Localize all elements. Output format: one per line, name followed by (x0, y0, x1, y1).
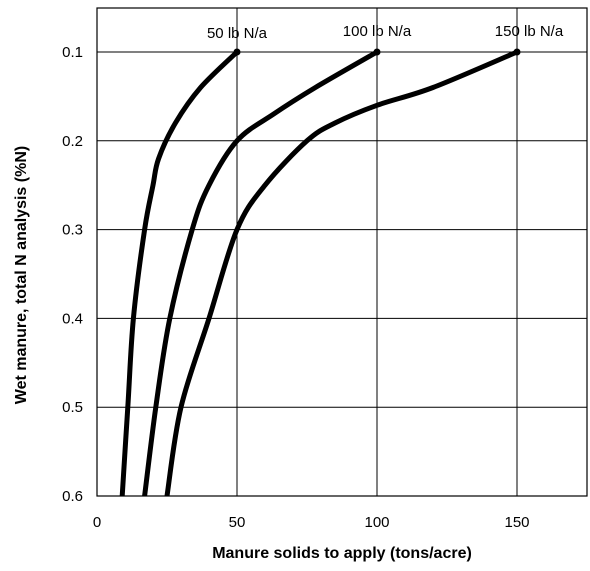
series-endpoint-3 (513, 48, 521, 56)
series-label-layer: 50 lb N/a 100 lb N/a 150 lb N/a (207, 23, 564, 42)
plot-frame (96, 7, 588, 497)
series-endpoint-2 (373, 48, 381, 56)
series-line-3 (164, 49, 518, 497)
curve-layer (119, 48, 521, 497)
x-tick-label: 150 (504, 514, 529, 531)
x-tick-label: 0 (93, 514, 101, 531)
y-tick-label: 0.2 (62, 133, 83, 150)
series-label-3: 150 lb N/a (495, 23, 564, 40)
y-tick-label: 0.6 (62, 488, 83, 505)
series-line-2 (142, 49, 379, 497)
series-label-2: 100 lb N/a (343, 23, 412, 40)
y-axis-label: Wet manure, total N analysis (%N) (13, 146, 30, 404)
tick-label-layer: 0 50 100 150 0.1 0.2 0.3 0.4 0.5 0.6 (62, 44, 529, 531)
y-tick-label: 0.5 (62, 399, 83, 416)
y-tick-label: 0.1 (62, 44, 83, 61)
x-tick-label: 100 (364, 514, 389, 531)
x-axis-label: Manure solids to apply (tons/acre) (212, 545, 472, 562)
x-tick-label: 50 (229, 514, 246, 531)
series-label-1: 50 lb N/a (207, 25, 268, 42)
series-line-1 (119, 50, 239, 497)
grid-layer (97, 8, 587, 496)
series-endpoint-1 (233, 48, 241, 56)
y-tick-label: 0.3 (62, 222, 83, 239)
y-tick-label: 0.4 (62, 310, 83, 327)
